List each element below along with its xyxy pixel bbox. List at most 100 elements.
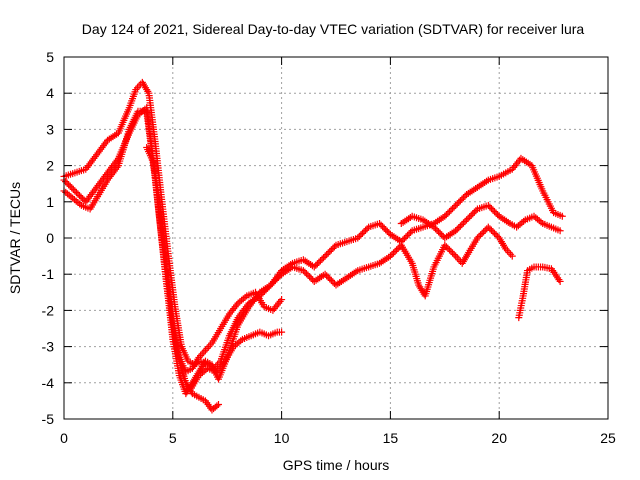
series-trace-e [186, 328, 286, 394]
data-point [329, 278, 337, 286]
data-point [324, 273, 332, 281]
data-point [316, 257, 324, 265]
data-point [452, 252, 460, 260]
y-tick-label: 0 [46, 230, 54, 246]
y-tick-label: -2 [42, 302, 55, 318]
data-point [455, 198, 463, 206]
data-point [477, 231, 485, 239]
data-point [478, 229, 486, 237]
data-point [390, 249, 398, 257]
data-point [486, 225, 494, 233]
x-tick-label: 15 [383, 430, 399, 446]
data-point [318, 255, 326, 263]
data-point [321, 252, 329, 260]
data-point [271, 276, 279, 284]
data-point [362, 226, 370, 234]
data-point [487, 205, 495, 213]
data-point [360, 228, 368, 236]
data-point [355, 232, 363, 240]
data-point [507, 250, 515, 258]
data-point [383, 227, 391, 235]
data-point [453, 200, 461, 208]
y-tick-label: 3 [46, 121, 54, 137]
data-point [438, 231, 446, 239]
data-point [475, 232, 483, 240]
data-point [467, 211, 475, 219]
data-point [312, 261, 320, 269]
data-point [391, 247, 399, 255]
data-point [459, 194, 467, 202]
data-point [450, 203, 458, 211]
data-point [489, 206, 497, 214]
data-point [386, 252, 394, 260]
data-point [66, 182, 74, 190]
y-tick-label: 5 [46, 49, 54, 65]
data-point [447, 206, 455, 214]
data-point [436, 229, 444, 237]
data-point [458, 221, 466, 229]
y-tick-label: -1 [42, 266, 55, 282]
data-point [399, 236, 407, 244]
data-point [433, 226, 441, 234]
series-trace-d [143, 144, 286, 376]
data-point [299, 267, 307, 275]
data-point [492, 209, 500, 217]
data-point [198, 350, 206, 358]
data-point [405, 230, 413, 238]
x-tick-label: 10 [274, 430, 290, 446]
data-point [442, 243, 450, 251]
data-point [444, 244, 452, 252]
data-point [456, 197, 464, 205]
data-point [558, 212, 566, 220]
data-point [301, 268, 309, 276]
data-point [469, 210, 477, 218]
data-point [273, 275, 281, 283]
data-point [442, 211, 450, 219]
data-point [491, 229, 499, 237]
y-tick-label: 4 [46, 85, 54, 101]
data-point [71, 187, 79, 195]
data-point [321, 270, 329, 278]
y-tick-label: 2 [46, 158, 54, 174]
data-point [453, 254, 461, 262]
data-point [463, 216, 471, 224]
data-point [453, 225, 461, 233]
data-point [377, 221, 385, 229]
data-point [403, 231, 411, 239]
series-trace-f [397, 201, 564, 242]
data-point [380, 224, 388, 232]
data-point [430, 223, 438, 231]
chart-title: Day 124 of 2021, Sidereal Day-to-day VTE… [82, 21, 585, 37]
data-point [473, 234, 481, 242]
data-point [445, 208, 453, 216]
data-point [201, 346, 209, 354]
data-point [77, 193, 85, 201]
data-point [357, 231, 365, 239]
data-point [481, 226, 489, 234]
data-point [407, 228, 415, 236]
data-point [556, 227, 564, 235]
data-point [461, 217, 469, 225]
x-tick-label: 0 [60, 430, 68, 446]
y-tick-label: -5 [42, 411, 55, 427]
data-point [466, 213, 474, 221]
data-point [203, 344, 211, 352]
data-point [447, 247, 455, 255]
data-point [326, 247, 334, 255]
data-point [330, 243, 338, 251]
data-point [63, 179, 71, 187]
tick-labels: 0 5 10 15 20 25 -5 -4 -3 -2 -1 0 1 2 3 4 5 [42, 49, 616, 446]
data-point [484, 201, 492, 209]
data-point [484, 223, 492, 231]
data-point [492, 231, 500, 239]
data-point [278, 328, 286, 336]
data-point [458, 195, 466, 203]
data-point [452, 201, 460, 209]
data-point [472, 207, 480, 215]
data-point [302, 270, 310, 278]
y-tick-label: 1 [46, 194, 54, 210]
data-point [213, 402, 221, 410]
x-axis-label: GPS time / hours [283, 457, 390, 473]
series-trace-b [60, 107, 516, 398]
